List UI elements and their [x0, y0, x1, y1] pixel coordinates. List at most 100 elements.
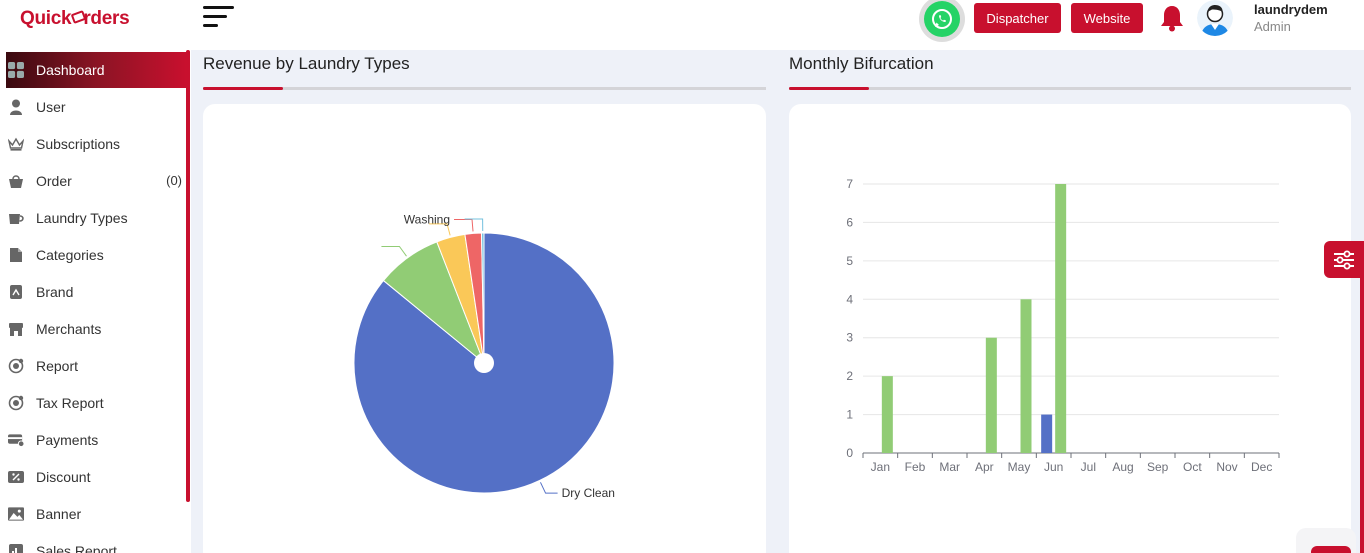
payments-icon — [8, 432, 24, 448]
sidebar-item-report[interactable]: Report — [6, 347, 186, 384]
sidebar-item-label: Order — [36, 172, 72, 189]
x-tick-label: May — [1008, 460, 1031, 474]
y-tick-label: 2 — [846, 369, 853, 383]
sidebar: Quick rders Dashboard User Subscriptions Ord… — [0, 0, 191, 553]
discount-icon — [8, 469, 24, 485]
sidebar-item-merchants[interactable]: Merchants — [6, 310, 186, 347]
revenue-card: Dry Clean Washing — [203, 104, 766, 553]
y-tick-label: 4 — [846, 292, 853, 306]
bar[interactable] — [881, 376, 893, 453]
bar[interactable] — [1041, 414, 1053, 453]
website-button[interactable]: Website — [1071, 3, 1143, 33]
monthly-panel-title: Monthly Bifurcation — [789, 54, 934, 73]
sidebar-item-label: Payments — [36, 431, 99, 448]
sidebar-item-label: Banner — [36, 505, 82, 522]
pie-leader-line — [429, 223, 451, 236]
y-tick-label: 0 — [846, 446, 853, 460]
x-tick-label: Apr — [975, 460, 994, 474]
sidebar-scrollbar[interactable] — [186, 50, 190, 502]
pie-slice-label: Dry Clean — [562, 486, 615, 500]
x-tick-label: Jul — [1081, 460, 1096, 474]
sidebar-item-subscriptions[interactable]: Subscriptions — [6, 125, 186, 162]
sales-report-icon — [8, 543, 24, 553]
y-tick-label: 7 — [846, 177, 853, 191]
whatsapp-icon — [924, 1, 960, 37]
sidebar-item-payments[interactable]: Payments — [6, 421, 186, 458]
sidebar-item-brand[interactable]: Brand — [6, 273, 186, 310]
x-tick-label: Oct — [1183, 460, 1202, 474]
logo-text-quick: Quick — [20, 8, 72, 29]
sidebar-menu: Dashboard User Subscriptions Order (0) Laundr… — [6, 52, 186, 553]
sidebar-item-label: User — [36, 98, 66, 115]
sidebar-item-order[interactable]: Order (0) — [6, 162, 186, 199]
x-tick-label: Sep — [1147, 460, 1169, 474]
notification-bell-icon[interactable] — [1159, 4, 1185, 37]
y-tick-label: 6 — [846, 215, 853, 229]
sidebar-item-label: Discount — [36, 468, 91, 485]
logo-mark-icon — [71, 14, 83, 24]
bar[interactable] — [1055, 184, 1067, 453]
sidebar-item-label: Report — [36, 357, 79, 374]
sidebar-item-banner[interactable]: Banner — [6, 495, 186, 532]
sidebar-item-label: Categories — [36, 246, 104, 263]
revenue-panel-title: Revenue by Laundry Types — [203, 54, 410, 73]
sidebar-item-label: Dashboard — [36, 62, 105, 78]
monthly-card: 0 1 2 3 4 5 6 7 Jan Feb Mar Apr May Jun Jul Aug Sep Oct No… — [789, 104, 1351, 553]
y-tick-label: 5 — [846, 254, 853, 268]
revenue-title-underline — [203, 87, 766, 90]
revenue-pie-chart: Dry Clean Washing — [353, 212, 615, 500]
sidebar-item-tax-report[interactable]: Tax Report — [6, 384, 186, 421]
bar[interactable] — [1020, 299, 1032, 453]
pie-slice[interactable] — [480, 232, 485, 364]
pie-leader-line — [381, 245, 407, 257]
categories-icon — [8, 247, 24, 263]
user-avatar[interactable] — [1197, 0, 1233, 36]
settings-sliders-button[interactable] — [1324, 241, 1364, 278]
sidebar-item-user[interactable]: User — [6, 88, 186, 125]
pie-center-hole — [474, 353, 494, 373]
sidebar-item-label: Subscriptions — [36, 135, 121, 152]
pie-slice-label: Washing — [404, 212, 450, 226]
sidebar-item-label: Sales Report — [36, 542, 117, 553]
whatsapp-button[interactable] — [919, 0, 965, 42]
cup-icon — [8, 210, 24, 226]
dashboard-icon — [8, 62, 24, 78]
logo-text-orders: rders — [83, 8, 130, 29]
report-icon — [8, 358, 24, 374]
x-tick-label: Aug — [1112, 460, 1133, 474]
sidebar-item-label: Merchants — [36, 320, 102, 337]
user-role: Admin — [1254, 19, 1291, 34]
pie-leader-line — [464, 218, 484, 232]
sidebar-item-dashboard[interactable]: Dashboard — [6, 52, 186, 88]
brand-icon — [8, 284, 24, 300]
x-tick-label: Mar — [939, 460, 960, 474]
sidebar-item-label: Brand — [36, 283, 74, 300]
monthly-title-underline — [789, 87, 1351, 90]
sidebar-item-label: Laundry Types — [36, 209, 128, 226]
bar[interactable] — [985, 337, 997, 453]
user-name: laundrydem — [1254, 2, 1328, 17]
dispatcher-button[interactable]: Dispatcher — [974, 3, 1061, 33]
sidebar-item-categories[interactable]: Categories — [6, 236, 186, 273]
x-tick-label: Jan — [871, 460, 890, 474]
page-scrollbar[interactable] — [1360, 272, 1364, 553]
sidebar-item-sales-report[interactable]: Sales Report — [6, 532, 186, 553]
user-icon — [8, 99, 24, 115]
pie-leader-line — [454, 218, 474, 232]
sidebar-item-discount[interactable]: Discount — [6, 458, 186, 495]
x-tick-label: Jun — [1044, 460, 1063, 474]
x-tick-label: Feb — [905, 460, 926, 474]
image-icon — [8, 506, 24, 522]
tax-report-icon — [8, 395, 24, 411]
corner-button[interactable] — [1311, 546, 1351, 553]
x-tick-label: Nov — [1216, 460, 1237, 474]
monthly-bar-chart: 0 1 2 3 4 5 6 7 Jan Feb Mar Apr May Jun Jul Aug Sep Oct No… — [846, 177, 1280, 474]
menu-toggle-icon[interactable] — [203, 6, 235, 30]
x-tick-label: Dec — [1251, 460, 1272, 474]
basket-icon — [8, 173, 24, 189]
y-tick-label: 3 — [846, 331, 853, 345]
quickorders-logo[interactable]: Quick rders — [20, 8, 130, 30]
sidebar-item-label: Tax Report — [36, 394, 104, 411]
crown-icon — [8, 136, 24, 152]
sidebar-item-laundry-types[interactable]: Laundry Types — [6, 199, 186, 236]
